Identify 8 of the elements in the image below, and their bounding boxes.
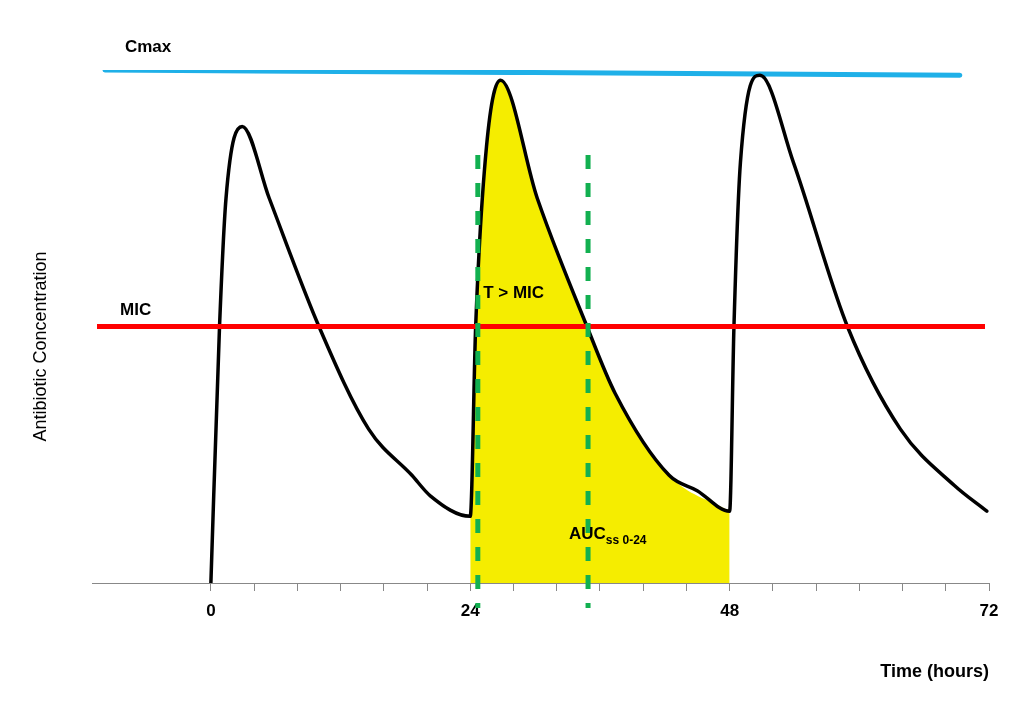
y-axis-title: Antibiotic Concentration — [30, 251, 50, 442]
x-axis-title: Time (hours) — [880, 661, 989, 682]
annotation: T > MIC — [483, 283, 545, 303]
x-tick-label: 48 — [720, 600, 740, 620]
ref-line-label: MIC — [120, 299, 152, 319]
x-tick-label: 0 — [206, 600, 216, 620]
series-label: Cmax — [124, 37, 172, 56]
x-tick-label: 72 — [979, 600, 999, 620]
